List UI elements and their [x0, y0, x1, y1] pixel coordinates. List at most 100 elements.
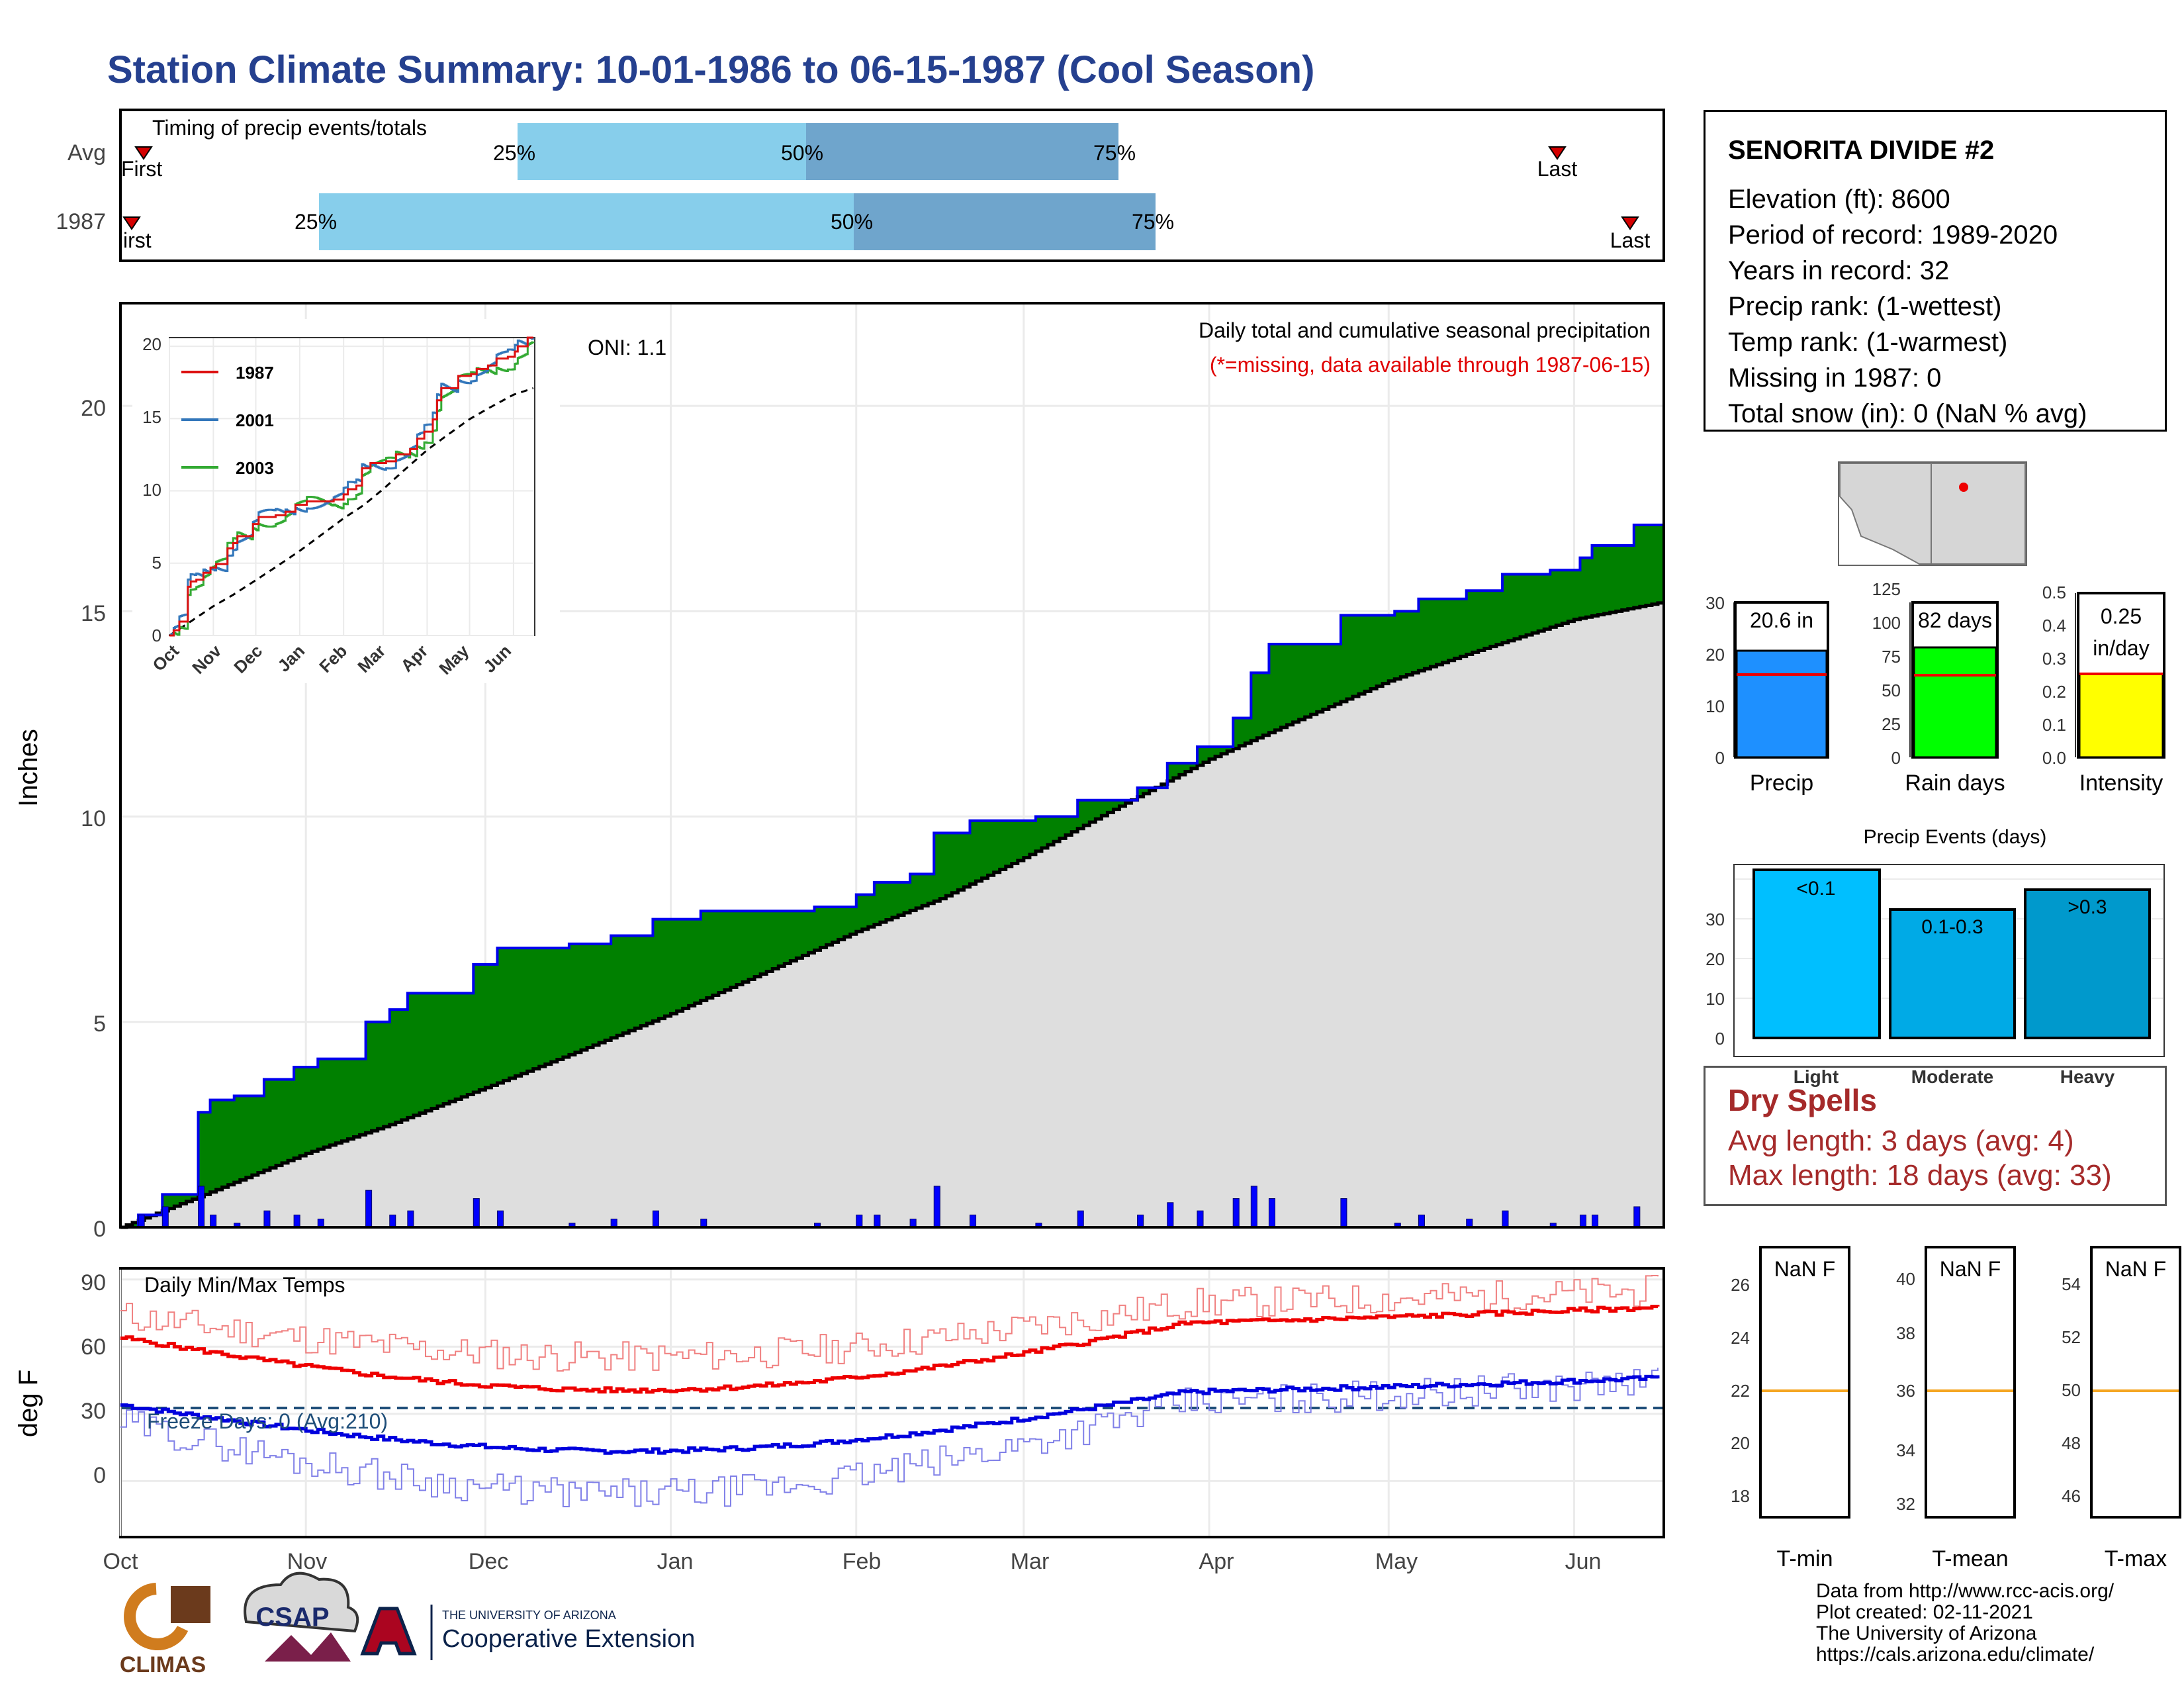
ua-logo: THE UNIVERSITY OF ARIZONA Cooperative Ex…: [360, 1605, 695, 1660]
tmax-label: T-max: [2105, 1546, 2167, 1571]
tmin-ytick: 24: [1731, 1328, 1750, 1348]
intensity-summary-bar: 0.25 in/day Intensity 0.0 0.1 0.2 0.3 0.…: [2042, 583, 2165, 796]
daily-precip-bar: [198, 1186, 205, 1228]
timing-avg-q1: [518, 123, 806, 180]
precip-summary-ytick: 0: [1715, 748, 1725, 768]
timing-1987-25: 25%: [295, 210, 337, 234]
tmax-yticks: 46 48 50 52 54: [2062, 1274, 2081, 1506]
tmean-value: NaN F: [1940, 1257, 2001, 1281]
last-marker-avg: [1548, 146, 1567, 160]
intensity-summary-ytick: 0.0: [2042, 748, 2066, 768]
csap-logo: CSAP: [244, 1571, 359, 1662]
intensity-summary-ytick: 0.3: [2042, 649, 2066, 669]
raindays-summary-ytick: 0: [1891, 748, 1901, 768]
temp-ytick: 0: [93, 1463, 106, 1488]
raindays-summary-ytick: 50: [1882, 680, 1901, 700]
tmean-ytick: 40: [1896, 1269, 1915, 1289]
temp-xtick: Mar: [1011, 1549, 1050, 1574]
daily-precip-bar: [1268, 1198, 1275, 1228]
daily-precip-bar: [1250, 1186, 1257, 1228]
events-bar-heavy: [2024, 888, 2151, 1039]
precip-summary-ytick: 20: [1706, 645, 1725, 665]
station-missing: Missing in 1987: 0: [1728, 363, 1942, 393]
precip-summary-yticks: 0 10 20 30: [1706, 593, 1725, 768]
climas-sun-icon: [124, 1583, 189, 1650]
daily-precip-bar: [365, 1190, 373, 1228]
events-tag-light: <0.1: [1796, 878, 1835, 900]
inset-legend-2003: 2003: [236, 458, 274, 478]
last-label-avg: Last: [1537, 157, 1578, 181]
precip-events-chart: Precip Events (days) <0.1 0.1-0.3 >0.3 L…: [1706, 826, 2165, 1087]
footer-line: https://cals.arizona.edu/climate/: [1816, 1644, 2095, 1665]
timing-1987-75: 75%: [1132, 210, 1174, 234]
events-cat-heavy: Heavy: [2060, 1066, 2115, 1087]
daily-precip-bar: [1077, 1210, 1084, 1228]
daily-precip-bar: [1232, 1198, 1240, 1228]
average-cumulative-line: [120, 601, 1664, 1229]
cumulative-precip-line: [120, 524, 1664, 1229]
station-info-box: SENORITA DIVIDE #2 Elevation (ft): 8600 …: [1704, 110, 2167, 432]
raindays-summary-bar: 82 days Rain days 0 25 50 75 100 125: [1872, 579, 2005, 796]
last-marker-1987: [1621, 216, 1639, 230]
tmax-ytick: 46: [2062, 1486, 2081, 1506]
events-tag-heavy: >0.3: [2068, 896, 2107, 918]
daily-precip-bar: [1167, 1202, 1174, 1228]
tmin-ytick: 18: [1731, 1486, 1750, 1506]
ua-logo-small-text: THE UNIVERSITY OF ARIZONA: [442, 1609, 616, 1622]
tmean-panel: NaN F T-mean 32 34 36 38 40: [1896, 1246, 2016, 1571]
events-ytick: 30: [1706, 910, 1725, 929]
intensity-summary-ytick: 0.5: [2042, 583, 2066, 602]
precip-summary-value: 20.6 in: [1750, 608, 1813, 632]
precip-ylabel: Inches: [14, 729, 43, 807]
tmean-ytick: 38: [1896, 1323, 1915, 1343]
precip-summary-ytick: 30: [1706, 593, 1725, 613]
inset-average-line: [169, 387, 534, 637]
daily-precip-bar: [1633, 1206, 1641, 1228]
raindays-summary-yticks: 0 25 50 75 100 125: [1872, 579, 1901, 768]
freeze-days-label: Freeze Days: 0 (Avg:210): [147, 1409, 388, 1433]
timing-row-avg: Avg: [68, 140, 106, 165]
intensity-summary-ytick: 0.2: [2042, 682, 2066, 702]
precip-frame-top: [119, 302, 1665, 1229]
intensity-summary-ytick: 0.4: [2042, 616, 2066, 635]
oni-label: ONI: 1.1: [588, 336, 666, 359]
tmean-ytick: 32: [1896, 1494, 1915, 1514]
timing-avg-q2: [806, 123, 1118, 180]
tmin-yticks: 18 20 22 24 26: [1731, 1275, 1750, 1506]
tmean-ytick: 34: [1896, 1440, 1915, 1460]
ua-logo-big-text: Cooperative Extension: [442, 1625, 695, 1653]
events-bar-light: [1752, 868, 1881, 1039]
inset-grid: [169, 338, 534, 636]
raindays-summary-fill: [1913, 646, 1997, 759]
locator-map: [1838, 461, 2027, 566]
events-ytick: 0: [1715, 1029, 1725, 1049]
timing-panel: Timing of precip events/totals Avg 1987 …: [56, 109, 1665, 262]
daily-precip-bar: [161, 1206, 169, 1228]
events-tag-moderate: 0.1-0.3: [1921, 916, 1983, 938]
temp-ytick: 90: [81, 1270, 106, 1295]
page-title: Station Climate Summary: 10-01-1986 to 0…: [107, 48, 1315, 91]
tmax-ytick: 48: [2062, 1433, 2081, 1453]
daily-precip-bar: [263, 1210, 271, 1228]
footer-credits: Data from http://www.rcc-acis.org/ Plot …: [1816, 1581, 2114, 1665]
ua-a-icon: [360, 1607, 417, 1656]
daily-precip-bar: [1340, 1198, 1347, 1228]
station-temp-rank: Temp rank: (1-warmest): [1728, 328, 2008, 357]
timing-1987-q2: [854, 193, 1156, 250]
temp-label: Daily Min/Max Temps: [144, 1273, 345, 1297]
missing-note: (*=missing, data available through 1987-…: [1210, 353, 1651, 377]
inset-legend-2001: 2001: [236, 410, 274, 430]
tmin-value: NaN F: [1774, 1257, 1835, 1281]
station-location-icon: [1959, 483, 1968, 492]
intensity-summary-ytick: 0.1: [2042, 715, 2066, 735]
temp-xtick: May: [1375, 1549, 1418, 1574]
temp-yticks: 0 30 60 90: [81, 1270, 106, 1488]
temp-ytick: 60: [81, 1335, 106, 1360]
main-chart-area: Timing of precip events/totals Avg 1987 …: [14, 109, 1665, 1677]
raindays-summary-ytick: 25: [1882, 714, 1901, 734]
csap-mountain-icon: [265, 1632, 351, 1662]
daily-precip-bar: [389, 1214, 396, 1228]
timing-avg-50: 50%: [781, 141, 823, 165]
raindays-summary-value: 82 days: [1918, 608, 1992, 632]
tmax-average-line: [120, 1305, 1660, 1394]
